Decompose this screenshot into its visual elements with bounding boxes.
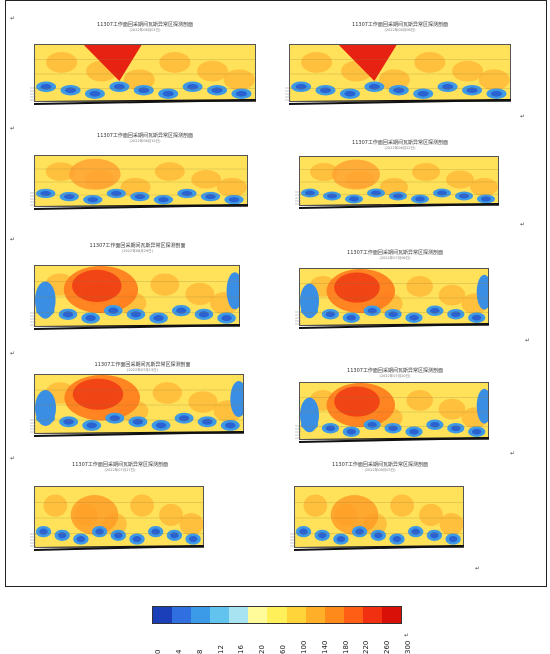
- panel-subtitle: (2022年07月27日): [104, 468, 136, 472]
- resistivity-section-plot: [299, 382, 489, 440]
- anomaly-section-panel: 11307工作面回采期间瓦斯异常区探测剖面 (2022年07月13日): [30, 362, 255, 447]
- legend-tick-label: 12: [216, 645, 225, 654]
- anomaly-section-panel: 11307工作面回采期间瓦斯异常区探测剖面 (2022年06月15日): [30, 133, 260, 223]
- panel-subtitle: (2022年06月01日): [129, 28, 161, 32]
- anomaly-section-panel: 11307工作面回采期间瓦斯异常区探测剖面 (2022年07月27日): [30, 462, 210, 558]
- legend-tick-label: 180: [341, 640, 350, 654]
- paragraph-mark: ↵: [520, 113, 526, 120]
- resistivity-section-plot: [34, 155, 248, 207]
- anomaly-section-panel: 11307工作面回采期间瓦斯异常区探测剖面 (2022年08月03日): [290, 462, 470, 558]
- resistivity-section-plot: [34, 44, 256, 102]
- legend-color-step: [362, 607, 382, 623]
- panel-subtitle: (2022年06月22日): [384, 146, 416, 150]
- legend-color-step: [305, 607, 325, 623]
- anomaly-section-panel: 11307工作面回采期间瓦斯异常区探测剖面 (2022年06月29日): [30, 243, 245, 338]
- resistivity-section-plot: [289, 44, 511, 102]
- legend-color-step: [381, 607, 402, 623]
- panel-title: 11307工作面回采期间瓦斯异常区探测剖面: [352, 22, 448, 28]
- color-scale-bar: [152, 606, 402, 624]
- contour-image: [35, 45, 255, 101]
- legend-tick-label: 0: [154, 649, 162, 654]
- contour-image: [300, 269, 488, 325]
- contour-image: [300, 157, 498, 205]
- resistivity-section-plot: [34, 374, 244, 434]
- panel-title: 11307工作面回采期间瓦斯异常区探测剖面: [89, 243, 186, 249]
- resistivity-section-plot: [34, 265, 240, 327]
- resistivity-section-plot: [299, 156, 499, 206]
- panel-subtitle: (2022年06月08日): [384, 28, 416, 32]
- resistivity-section-plot: [34, 486, 204, 548]
- color-scale-ticks: 0 4 8 12 16 20 60 100 140 180 220 260 300: [152, 624, 412, 654]
- contour-image: [290, 45, 510, 101]
- panel-title: 11307工作面回采期间瓦斯异常区探测剖面: [347, 250, 443, 256]
- panel-subtitle: (2022年06月15日): [129, 139, 161, 143]
- anomaly-section-panel: 11307工作面回采期间瓦斯异常区探测剖面 (2022年06月01日): [30, 22, 260, 117]
- anomaly-section-panel: 11307工作面回采期间瓦斯异常区探测剖面 (2022年07月06日): [295, 250, 495, 338]
- panel-subtitle: (2022年07月06日): [379, 256, 411, 260]
- legend-tick-label: 300: [404, 640, 412, 654]
- legend-color-step: [210, 607, 230, 623]
- paragraph-mark: ↵: [475, 565, 481, 572]
- panel-subtitle: (2022年07月13日): [126, 368, 159, 372]
- contour-image: [295, 487, 463, 547]
- legend-tick-label: 8: [195, 649, 204, 654]
- contour-image: [35, 375, 243, 433]
- legend-tick-label: 100: [299, 640, 308, 654]
- legend-color-step: [153, 607, 173, 623]
- panel-subtitle: (2022年07月20日): [379, 374, 411, 378]
- legend-color-step: [229, 607, 249, 623]
- panel-title: 11307工作面回采期间瓦斯异常区探测剖面: [97, 22, 193, 28]
- legend-color-step: [191, 607, 211, 623]
- paragraph-mark: ↵: [510, 450, 516, 457]
- paragraph-mark: ↵: [525, 337, 531, 344]
- legend-tick-label: 4: [174, 649, 183, 654]
- panel-title: 11307工作面回采期间瓦斯异常区探测剖面: [347, 368, 443, 374]
- contour-image: [35, 156, 247, 206]
- legend-color-step: [248, 607, 268, 623]
- legend-tick-label: 16: [237, 645, 246, 654]
- legend-tick-label: 260: [383, 640, 392, 654]
- paragraph-mark: ↵: [10, 455, 16, 462]
- contour-image: [300, 383, 488, 439]
- legend-tick-label: 60: [279, 645, 287, 654]
- panel-subtitle: (2022年08月03日): [364, 468, 396, 472]
- color-scale-legend: [152, 606, 402, 624]
- panel-subtitle: (2022年06月29日): [121, 249, 154, 253]
- anomaly-section-panel: 11307工作面回采期间瓦斯异常区探测剖面 (2022年07月20日): [295, 368, 495, 450]
- legend-tick-label: 220: [362, 640, 371, 654]
- panel-title: 11307工作面回采期间瓦斯异常区探测剖面: [72, 462, 168, 468]
- panel-title: 11307工作面回采期间瓦斯异常区探测剖面: [94, 362, 191, 368]
- panel-title: 11307工作面回采期间瓦斯异常区探测剖面: [352, 140, 448, 146]
- legend-tick-label: 140: [320, 640, 329, 654]
- paragraph-mark: ↵: [10, 236, 16, 243]
- anomaly-section-panel: 11307工作面回采期间瓦斯异常区探测剖面 (2022年06月08日): [285, 22, 515, 117]
- legend-color-step: [324, 607, 344, 623]
- resistivity-section-plot: [299, 268, 489, 326]
- paragraph-mark: ↵: [10, 125, 16, 132]
- legend-color-step: [286, 607, 306, 623]
- contour-image: [35, 266, 239, 326]
- panel-title: 11307工作面回采期间瓦斯异常区探测剖面: [332, 462, 428, 468]
- legend-color-step: [267, 607, 287, 623]
- paragraph-mark: ↵: [10, 15, 16, 22]
- panel-title: 11307工作面回采期间瓦斯异常区探测剖面: [97, 133, 193, 139]
- paragraph-mark: ↵: [520, 221, 526, 228]
- paragraph-mark: ↵: [10, 350, 16, 357]
- legend-tick-label: 20: [258, 645, 267, 654]
- contour-image: [35, 487, 203, 547]
- resistivity-section-plot: [294, 486, 464, 548]
- anomaly-section-panel: 11307工作面回采期间瓦斯异常区探测剖面 (2022年06月22日): [295, 140, 505, 220]
- legend-color-step: [343, 607, 363, 623]
- paragraph-mark: ↵: [404, 632, 410, 639]
- legend-color-step: [172, 607, 192, 623]
